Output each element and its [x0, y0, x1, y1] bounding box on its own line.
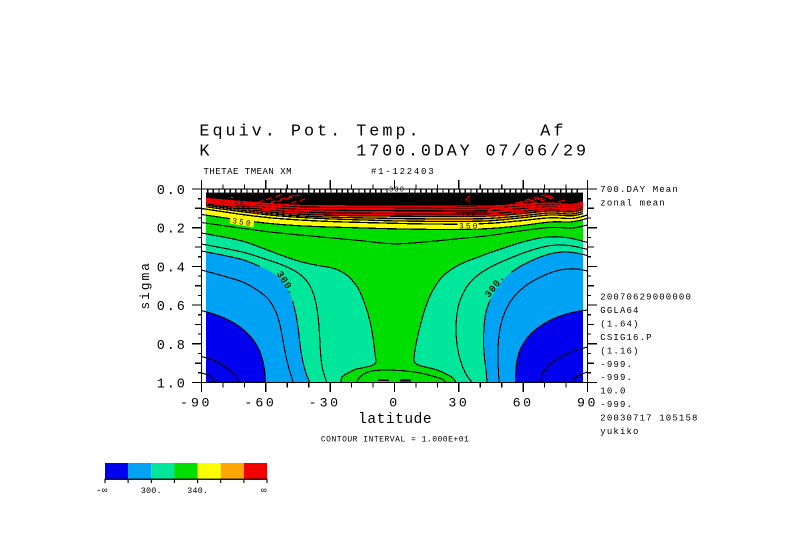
svg-text:Af: Af	[540, 122, 566, 141]
svg-text:-: -	[244, 395, 255, 410]
svg-text:-999.: -999.	[600, 373, 633, 383]
svg-text:90: 90	[191, 395, 212, 410]
svg-text:20070629000000: 20070629000000	[600, 293, 692, 303]
svg-text:300.: 300.	[141, 486, 162, 496]
svg-text:10.0: 10.0	[600, 387, 626, 397]
svg-text:1.0: 1.0	[157, 378, 187, 393]
svg-text:GGLA64: GGLA64	[600, 306, 639, 316]
svg-text:20030717 105158: 20030717 105158	[600, 414, 698, 424]
svg-text:∞: ∞	[261, 485, 267, 496]
svg-text:-: -	[180, 395, 191, 410]
svg-text:60: 60	[255, 395, 276, 410]
svg-text:CONTOUR INTERVAL = 1.000E+01: CONTOUR INTERVAL = 1.000E+01	[321, 436, 469, 445]
svg-text:400: 400	[461, 211, 477, 218]
svg-text:1700.0DAY 07/06/29: 1700.0DAY 07/06/29	[356, 142, 589, 161]
svg-text:0.2: 0.2	[157, 223, 187, 238]
svg-text:latitude: latitude	[358, 412, 432, 428]
svg-text:30: 30	[448, 395, 469, 410]
svg-text:700.DAY Mean: 700.DAY Mean	[600, 185, 679, 195]
svg-text:330: 330	[389, 187, 405, 195]
svg-text:0.8: 0.8	[157, 339, 187, 354]
svg-text:K: K	[199, 142, 212, 161]
svg-text:#1-122403: #1-122403	[371, 167, 435, 177]
svg-text:-: -	[309, 395, 320, 410]
svg-text:0: 0	[389, 395, 400, 410]
svg-text:-∞: -∞	[96, 485, 108, 496]
svg-text:0.6: 0.6	[157, 300, 187, 315]
svg-text:Equiv. Pot. Temp.: Equiv. Pot. Temp.	[199, 122, 421, 141]
svg-text:400: 400	[237, 205, 253, 212]
svg-text:0.4: 0.4	[157, 261, 187, 276]
svg-text:-999.: -999.	[600, 360, 633, 370]
svg-text:340.: 340.	[187, 486, 208, 496]
svg-text:(1.64): (1.64)	[600, 319, 639, 329]
svg-text:60: 60	[513, 395, 534, 410]
svg-text:CSIG16.P: CSIG16.P	[600, 333, 652, 343]
svg-text:90: 90	[577, 395, 598, 410]
svg-text:30: 30	[320, 395, 341, 410]
svg-text:(1.16): (1.16)	[600, 346, 639, 356]
svg-text:zonal mean: zonal mean	[600, 198, 666, 208]
svg-text:sigma: sigma	[138, 261, 153, 310]
svg-text:0.0: 0.0	[157, 184, 187, 199]
svg-text:350: 350	[232, 218, 254, 229]
svg-text:-999.: -999.	[600, 400, 633, 410]
svg-text:350: 350	[459, 223, 480, 231]
svg-text:yukiko: yukiko	[600, 427, 639, 437]
svg-text:THETAE TMEAN XM: THETAE TMEAN XM	[204, 167, 293, 177]
